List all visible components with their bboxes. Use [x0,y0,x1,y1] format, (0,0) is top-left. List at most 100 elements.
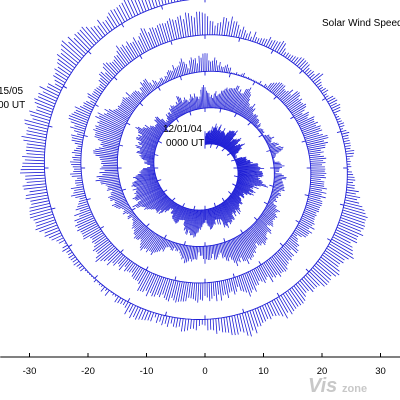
speed-bar [232,190,240,197]
speed-bar [341,131,350,135]
speed-bar [74,179,83,182]
speed-bar [309,155,324,158]
speed-bar [240,73,243,77]
spiral-tick [165,128,170,133]
speed-bar [95,177,119,182]
speed-bar [208,245,211,261]
speed-bar [77,219,96,229]
speed-bar [308,197,323,202]
speed-bar [185,209,194,234]
speed-bar [22,156,45,159]
speed-bar [244,108,254,119]
speed-bar [19,171,45,174]
speed-bar [133,224,145,234]
speed-bar [172,19,178,40]
speed-bar [226,87,236,111]
speed-bar [201,87,204,109]
speed-bar [257,219,272,234]
speed-bar [100,180,120,185]
speed-bar [57,58,74,71]
speed-bar [263,262,274,278]
speed-bar [240,26,245,39]
speed-bar [237,166,259,168]
speed-bar [106,251,121,266]
speed-bar [248,228,262,246]
speed-bar [181,245,186,260]
speed-bar [189,246,193,259]
speed-bar [123,261,133,272]
speed-bar [304,132,320,139]
spiral-tick [232,183,237,187]
speed-bar [135,191,164,208]
spiral-tick [51,207,56,210]
speed-bar [189,60,192,74]
speed-bar [220,130,232,147]
speed-bar [76,215,94,224]
speed-bar [309,189,327,194]
speed-bar [338,122,345,125]
speed-bar [306,202,321,208]
speed-bar [192,59,196,73]
speed-bar [271,152,279,155]
speed-bar [220,130,233,147]
speed-bar [214,129,222,145]
speed-bar [219,130,231,146]
speed-bar [261,131,265,135]
speed-bar [118,257,128,267]
speed-bar [97,242,112,255]
speed-bar [123,206,130,211]
speed-bar [225,139,236,149]
speed-bar [170,70,174,80]
speed-bar [73,159,81,161]
spiral-tick [100,226,105,229]
speed-bar [249,270,257,286]
speed-bar [221,243,225,258]
speed-bar [222,132,235,148]
speed-bar [243,232,257,254]
speed-bar [213,124,222,145]
speed-bar [258,217,268,226]
speed-bar [247,311,254,331]
speed-bar [185,12,189,37]
speed-bar [145,273,155,291]
spiral-tick [247,122,251,126]
speed-bar [219,243,224,259]
speed-bar [136,176,156,181]
speed-bar [81,225,99,235]
speed-bar [224,138,235,149]
speed-bar [73,149,82,152]
speed-bar [319,86,324,90]
speed-bar [221,131,236,148]
speed-bar [331,238,353,252]
speed-bar [100,247,116,262]
speed-bar [215,244,219,258]
speed-bar [103,248,118,262]
speed-bar [339,125,345,128]
speed-bar [237,235,249,259]
speed-bar [200,57,202,72]
speed-bar [95,116,124,131]
speed-bar [34,98,55,108]
speed-bar [159,78,164,85]
speed-bar [181,318,184,332]
speed-bar [159,23,166,43]
speed-bar [236,314,242,332]
speed-bar [228,16,233,37]
speed-bar [149,195,168,210]
speed-bar [215,94,219,109]
speed-bar [225,88,234,110]
speed-bar [207,245,209,261]
speed-bar [87,93,98,101]
speed-bar [214,95,218,108]
speed-bar [21,136,46,141]
speed-bar [56,237,64,242]
speed-bar [280,89,294,101]
speed-bar [67,251,73,256]
speed-bar [274,177,287,180]
speed-bar [78,199,87,202]
spiral-tick [219,108,222,113]
speed-bar [193,210,199,238]
speed-bar [114,201,127,208]
speed-bar [207,131,210,145]
speed-bar [267,204,281,213]
